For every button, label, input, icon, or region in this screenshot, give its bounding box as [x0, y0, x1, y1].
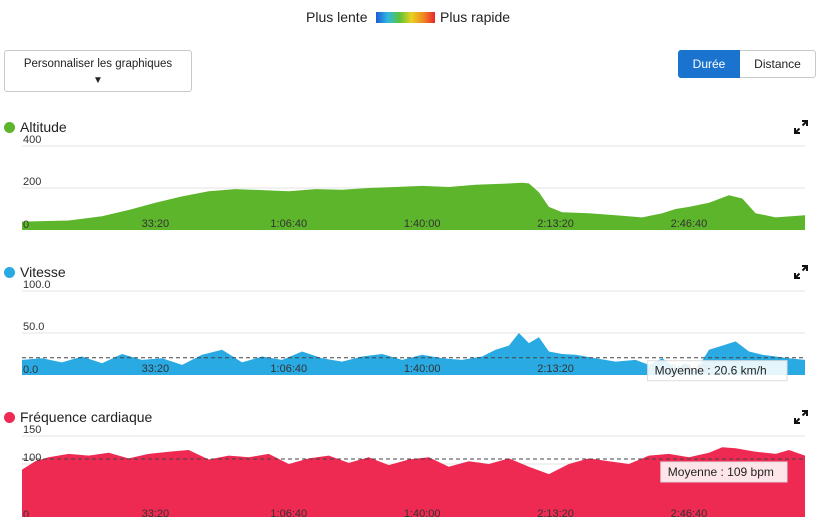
heart-rate-x-tick-label: 33:20	[142, 508, 170, 517]
altitude-chart: 0 200 400 33:20 1:06:40 1:40:00 2:13:20 2:46:40	[22, 134, 805, 231]
speed-y-tick-label: 0.0	[23, 364, 38, 376]
speed-x-tick-label: 1:40:00	[404, 363, 441, 375]
duration-toggle-button[interactable]: Durée	[678, 50, 740, 78]
speed-x-tick-label: 2:13:20	[537, 363, 574, 375]
altitude-dot	[4, 121, 15, 133]
slow-label: Plus lente	[306, 9, 368, 25]
altitude-y-tick-label: 200	[23, 176, 41, 188]
speed-title: Vitesse	[4, 264, 66, 280]
heart-rate-chart: 0 100 150 33:20 1:06:40 1:40:00 2:13:20 2:46:40…	[22, 424, 805, 517]
heart-rate-area-series	[22, 447, 805, 517]
altitude-y-tick-label: 0	[23, 219, 29, 231]
altitude-x-tick-label: 2:13:20	[537, 218, 574, 230]
altitude-area-series	[22, 182, 805, 230]
heart-rate-x-tick-label: 2:13:20	[537, 508, 574, 517]
customize-charts-button[interactable]: Personnaliser les graphiques ▼	[4, 50, 192, 92]
altitude-title: Altitude	[4, 119, 67, 135]
altitude-x-tick-label: 1:40:00	[404, 218, 441, 230]
fast-label: Plus rapide	[440, 9, 511, 25]
speed-y-tick-label: 100.0	[23, 279, 51, 291]
heart-rate-average-label-box	[660, 461, 788, 483]
heart-rate-dot	[4, 411, 15, 423]
heart-rate-y-tick-label: 0	[23, 509, 29, 517]
altitude-expand-icon[interactable]	[794, 120, 808, 134]
heart-rate-x-tick-label: 2:46:40	[671, 508, 708, 517]
speed-gradient	[376, 12, 435, 23]
heart-rate-panel: Fréquence cardiaque 0 100 150 33:20 1:06:40 1…	[0, 406, 817, 517]
heart-rate-average-label: Moyenne : 109 bpm	[668, 465, 774, 479]
dropdown-arrow-icon: ▼	[93, 75, 103, 86]
speed-dot	[4, 266, 15, 278]
altitude-panel: Altitude 0 200 400 33:20 1:06:40 1:40:00 2:13:…	[0, 116, 817, 236]
speed-panel: Vitesse 0.0 50.0 100.0 33:20 1:06:40 1:40:00 2…	[0, 261, 817, 382]
heart-rate-expand-icon[interactable]	[794, 410, 808, 424]
altitude-x-tick-label: 2:46:40	[671, 218, 708, 230]
speed-average-label-box	[647, 360, 788, 382]
speed-expand-icon[interactable]	[794, 265, 808, 279]
heart-rate-y-tick-label: 150	[23, 424, 41, 436]
altitude-x-tick-label: 1:06:40	[270, 218, 307, 230]
customize-charts-label: Personnaliser les graphiques	[23, 58, 173, 70]
heart-rate-title: Fréquence cardiaque	[4, 409, 152, 425]
speed-title-text: Vitesse	[20, 264, 66, 280]
speed-x-tick-label: 1:06:40	[270, 363, 307, 375]
distance-toggle-button[interactable]: Distance	[740, 50, 816, 78]
altitude-title-text: Altitude	[20, 119, 67, 135]
speed-x-tick-label: 33:20	[142, 363, 170, 375]
heart-rate-title-text: Fréquence cardiaque	[20, 409, 153, 425]
speed-y-tick-label: 50.0	[23, 321, 44, 333]
altitude-y-tick-label: 400	[23, 134, 41, 146]
altitude-x-tick-label: 33:20	[142, 218, 170, 230]
heart-rate-y-tick-label: 100	[23, 452, 41, 464]
speed-chart: 0.050.0100.033:201:06:401:40:002:13:202:…	[22, 279, 805, 382]
axis-toggle: Durée Distance	[678, 50, 816, 78]
heart-rate-x-tick-label: 1:40:00	[404, 508, 441, 517]
speed-color-legend: Plus lente Plus rapide	[0, 6, 817, 28]
speed-average-label: Moyenne : 20.6 km/h	[655, 364, 767, 378]
heart-rate-x-tick-label: 1:06:40	[270, 508, 307, 517]
speed-area-series	[22, 333, 805, 375]
